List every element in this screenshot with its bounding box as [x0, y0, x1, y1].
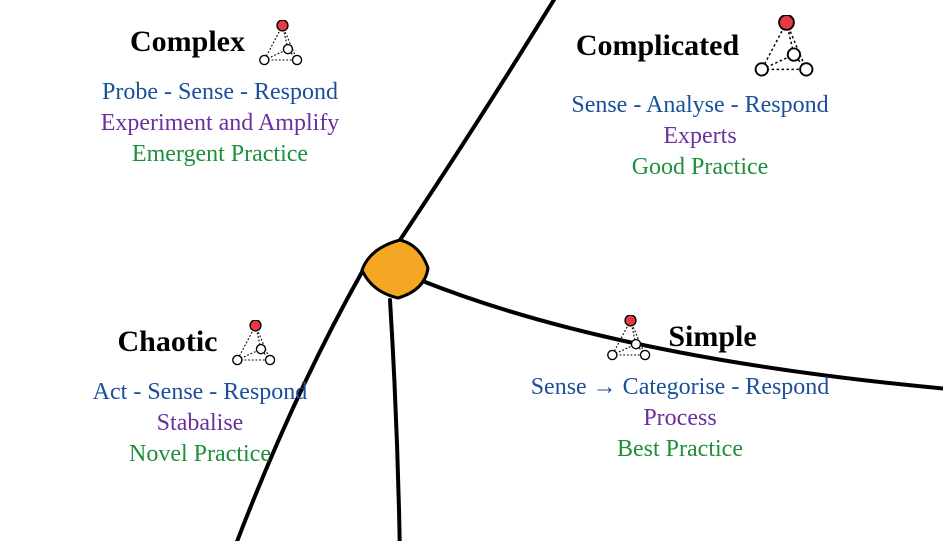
quadrant-complex: Complex Probe - Sense - Respond Experime…	[30, 20, 410, 172]
simple-descriptor: Process	[430, 405, 930, 432]
tetrahedron-icon	[228, 320, 283, 375]
quadrant-simple: Simple Sense → Categorise - Respond Proc…	[430, 315, 930, 467]
chaotic-title: Chaotic	[118, 325, 218, 359]
complex-approach: Probe - Sense - Respond	[30, 79, 410, 106]
complicated-approach: Sense - Analyse - Respond	[480, 92, 920, 119]
simple-approach: Sense → Categorise - Respond	[430, 374, 930, 401]
cynefin-framework-diagram: Complex Probe - Sense - Respond Experime…	[0, 0, 943, 541]
simple-practice: Best Practice	[430, 436, 930, 463]
chaotic-practice: Novel Practice	[20, 441, 380, 468]
complex-title: Complex	[130, 25, 245, 59]
quadrant-chaotic: Chaotic Act - Sense - Respond Stabalise …	[20, 320, 380, 472]
tetrahedron-icon	[749, 15, 824, 88]
complicated-practice: Good Practice	[480, 154, 920, 181]
simple-title: Simple	[668, 320, 756, 354]
complex-practice: Emergent Practice	[30, 141, 410, 168]
tetrahedron-icon	[255, 20, 310, 75]
chaotic-descriptor: Stabalise	[20, 410, 380, 437]
chaotic-approach: Act - Sense - Respond	[20, 379, 380, 406]
complex-descriptor: Experiment and Amplify	[30, 110, 410, 137]
disorder-center	[362, 240, 428, 298]
complicated-descriptor: Experts	[480, 123, 920, 150]
tetrahedron-icon	[603, 315, 658, 370]
complicated-title: Complicated	[576, 29, 739, 63]
quadrant-complicated: Complicated Sense - Analyse - Respond Ex…	[480, 15, 920, 185]
